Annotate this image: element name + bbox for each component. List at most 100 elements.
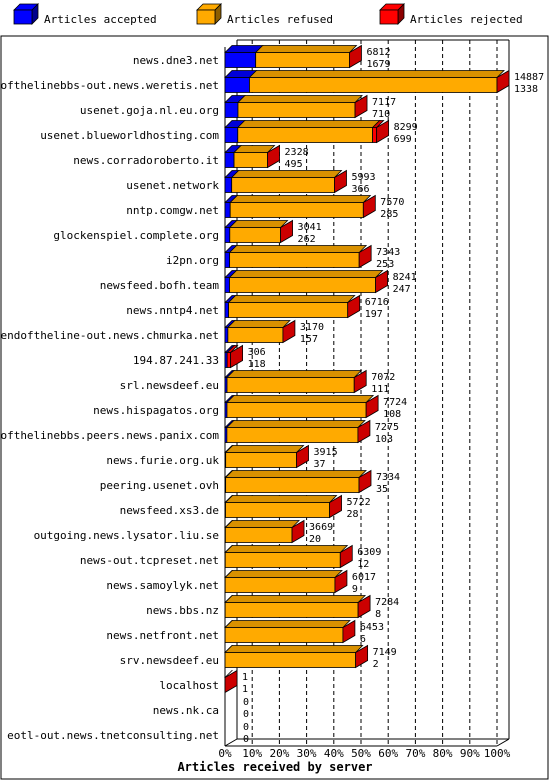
y-tick-label: news.dne3.net [133,54,219,67]
bar-refused-front [227,327,284,343]
data-label-total: 7117 [372,97,396,108]
y-tick-label: outgoing.news.lysator.liu.se [34,529,219,542]
x-tick-label: 10% [242,747,262,760]
bar-refused-front [226,427,359,443]
bar-accepted [224,70,258,93]
bar-accepted [224,45,264,68]
y-tick-label: newsfeed.xs3.de [120,504,219,517]
bar-accepted-front [224,77,250,93]
bar-accepted-front [224,102,239,118]
bar-accepted-front [224,52,257,68]
legend-swatch [196,9,216,25]
data-label-accepted: 247 [393,284,411,295]
bar-refused-top [236,120,381,128]
legend-swatch [13,9,33,25]
x-tick-label: 20% [269,747,289,760]
bar-end-cap [496,69,510,94]
data-label-total: 7072 [371,372,395,383]
bar-refused-top [225,420,366,428]
y-tick-label: i2pn.org [166,254,219,267]
bar-refused-top [237,95,364,103]
y-tick-label: news.samoylyk.net [106,579,219,592]
bar-end-cap [267,144,280,169]
bar-refused-top [226,395,375,403]
data-label-total: 5993 [351,172,375,183]
y-tick-label: usenet.blueworldhosting.com [40,129,219,142]
bar-refused [229,195,372,218]
y-tick-label: news.corradoroberto.it [73,154,219,167]
bar-end-cap [334,569,348,594]
legend-label: Articles refused [227,13,333,26]
bar-row [224,219,293,244]
bar-row [224,669,238,694]
bar-refused [226,395,375,418]
bar-row [224,444,309,469]
data-label-total: 2328 [285,147,309,158]
data-label-total: 7570 [380,197,404,208]
labels: news.dne3.net68121679endofthelinebbs-out… [0,47,544,745]
bar-refused-top [226,320,291,328]
y-tick-label: 194.87.241.33 [133,354,219,367]
bar-accepted-front [224,252,231,268]
bar-row [224,494,342,519]
data-label-accepted: 1 [242,684,248,695]
y-tick-label: nntp.comgw.net [126,204,219,217]
data-label-total: 3041 [298,222,322,233]
legend-item-refused: Articles refused [196,3,333,26]
bar-refused-front [229,277,376,293]
bar-end-cap [357,594,371,619]
bar-refused [228,220,289,243]
legend-label: Articles rejected [410,13,523,26]
bar-refused [230,170,343,193]
bar-refused-top [224,570,343,578]
bar-refused [237,95,364,118]
y-tick-label: news-out.tcpreset.net [80,554,219,567]
bar-refused [226,370,363,393]
bar-refused-top [224,445,305,453]
data-label-accepted: 366 [351,184,369,195]
bar-refused-top [224,495,338,503]
data-label-accepted: 0 [243,734,249,745]
data-label-total: 3170 [300,322,324,333]
bar-end-cap [354,94,368,119]
data-label-total: 7334 [376,472,400,483]
bar-row [224,194,376,219]
bar-end-cap [280,219,293,244]
bar-row [224,569,348,594]
data-label-total: 306 [248,347,266,358]
bar-row [224,519,305,544]
data-label-total: 6716 [365,297,389,308]
data-label-accepted: 103 [375,434,393,445]
y-tick-label: endofthelinebbs-out.news.weretis.net [0,79,219,92]
data-label-accepted: 197 [365,309,383,320]
x-ticks: 0% 10% 20% 30% 40% 50% 60% 70% 80% 90% 100% [218,747,510,760]
bar-end-cap [357,419,371,444]
bar-end-cap [224,669,238,694]
bar-refused [228,270,384,293]
bar-accepted-front [224,177,233,193]
y-tick-label: srl.newsdeef.eu [120,379,219,392]
bar-accepted [224,95,246,118]
bar-refused [226,320,291,343]
bar-refused [224,620,351,643]
bar-refused-top [228,270,384,278]
legend-label: Articles accepted [44,13,157,26]
bar-row [224,144,280,169]
bar-row [224,169,347,194]
bar-refused-top [224,595,367,603]
plot-frame [0,35,549,780]
data-label-total: 5722 [347,497,371,508]
bar-refused-top [254,45,358,53]
x-axis-title: Articles received by server [177,760,372,774]
bar-refused-front [225,502,330,518]
data-label-total: 6453 [360,622,384,633]
data-label-total: 0 [243,722,249,733]
bar-refused-front [229,202,364,218]
bar-refused-front [249,77,498,93]
data-label-accepted: 108 [383,409,401,420]
data-label-total: 8299 [394,122,418,133]
bar-refused [224,645,364,668]
y-tick-label: news.nk.ca [153,704,219,717]
bar-refused-front [229,252,360,268]
